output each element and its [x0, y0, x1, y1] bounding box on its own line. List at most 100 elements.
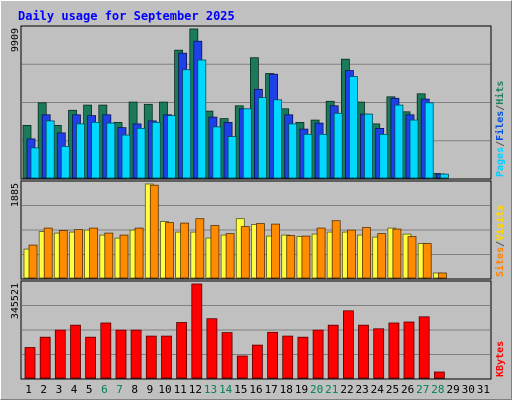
bar-pages-day-21 [333, 112, 343, 179]
day-label: 27 [416, 383, 429, 396]
day-label: 13 [204, 383, 217, 396]
day-label: 10 [158, 383, 171, 396]
day-label: 5 [86, 383, 93, 396]
bar-pages-day-23 [364, 113, 373, 179]
bar-sites-day-16 [255, 223, 265, 279]
bar-kbytes-day-10 [161, 335, 172, 379]
legend-entry: Hits [494, 81, 506, 105]
legend-entry: Sites [494, 247, 506, 277]
bar-pages-day-5 [91, 122, 100, 179]
bar-pages-day-6 [106, 122, 116, 179]
bar-sites-day-17 [271, 223, 281, 279]
bar-kbytes-day-22 [342, 310, 354, 379]
bar-kbytes-day-23 [358, 324, 369, 379]
bar-sites-day-15 [240, 226, 250, 279]
day-label: 2 [40, 383, 47, 396]
day-label: 19 [295, 383, 308, 396]
ymax-label: 9909 [10, 28, 21, 52]
bar-pages-day-8 [136, 127, 146, 179]
bar-kbytes-day-17 [267, 331, 279, 379]
bar-kbytes-day-6 [100, 322, 112, 379]
bar-pages-day-22 [348, 76, 358, 179]
day-label: 12 [189, 383, 202, 396]
day-label: 14 [219, 383, 233, 396]
bar-pages-day-4 [76, 123, 85, 179]
ymax-label: 345521 [10, 283, 21, 319]
day-label: 7 [116, 383, 123, 396]
day-label: 15 [234, 383, 247, 396]
bar-kbytes-day-3 [54, 329, 66, 379]
ymax-label: 1885 [10, 183, 21, 207]
legend-entry: Pages [495, 147, 506, 177]
legend-entry: KBytes [495, 341, 506, 377]
day-label: 24 [371, 383, 385, 396]
bar-kbytes-day-25 [388, 322, 400, 379]
bar-kbytes-day-18 [282, 335, 294, 379]
chart-title: Daily usage for September 2025 [18, 9, 235, 23]
legend-entry: Files [494, 111, 506, 141]
day-axis: 1 2 3 4 5 6 7 8 9 10 11 12 13 14 15 16 17 18 19 20 21 22 23 24 2… [25, 383, 490, 396]
bar-sites-day-26 [407, 236, 417, 279]
series-legend: Pages/Files/Hits [494, 81, 506, 177]
bar-sites-day-2 [43, 227, 53, 279]
bar-pages-day-20 [318, 133, 328, 179]
day-label: 18 [280, 383, 293, 396]
day-label: 20 [310, 383, 323, 396]
day-label: 1 [25, 383, 32, 396]
day-label: 28 [431, 383, 444, 396]
bar-kbytes-day-28 [433, 371, 445, 379]
bar-pages-day-15 [242, 108, 252, 179]
bar-sites-day-18 [286, 235, 296, 279]
series-legend: Sites/Visits [494, 205, 506, 277]
bar-kbytes-day-4 [70, 324, 81, 379]
bar-pages-day-2 [45, 120, 55, 179]
bar-pages-day-17 [273, 99, 283, 179]
day-label: 31 [477, 383, 490, 396]
bar-sites-day-14 [225, 233, 235, 279]
bar-sites-day-20 [316, 227, 326, 279]
legend-entry: / [495, 141, 506, 147]
bar-pages-day-14 [227, 136, 237, 179]
series-pages [30, 59, 449, 179]
day-label: 30 [462, 383, 475, 396]
bar-sites-day-19 [301, 235, 311, 279]
bar-pages-day-7 [121, 134, 131, 179]
series-legend: KBytes [495, 341, 506, 377]
bar-sites-day-24 [377, 233, 387, 279]
bar-sites-day-5 [89, 227, 98, 279]
panel-visits-sites: 1885 Sites/Visits [10, 180, 506, 280]
day-label: 22 [340, 383, 353, 396]
bar-pages-day-3 [60, 145, 70, 179]
bar-kbytes-day-19 [297, 336, 309, 379]
bar-sites-day-8 [134, 227, 144, 279]
day-label: 9 [147, 383, 154, 396]
bar-pages-day-13 [212, 126, 222, 179]
panel-kbytes: 345521 KBytes [10, 280, 506, 380]
bar-kbytes-day-16 [251, 344, 263, 379]
bar-sites-day-3 [58, 230, 68, 279]
bar-sites-day-11 [180, 222, 190, 279]
bar-sites-day-4 [74, 229, 83, 279]
bar-pages-day-16 [257, 97, 267, 179]
series-sites [28, 184, 447, 279]
bar-pages-day-1 [30, 147, 40, 179]
day-label: 3 [56, 383, 63, 396]
bar-pages-day-12 [197, 59, 207, 179]
bar-sites-day-21 [331, 220, 341, 279]
day-label: 23 [355, 383, 368, 396]
bar-pages-day-28 [439, 173, 449, 179]
bar-sites-day-12 [195, 218, 205, 279]
bar-kbytes-day-24 [373, 328, 385, 379]
bar-sites-day-7 [119, 234, 129, 279]
day-label: 8 [131, 383, 138, 396]
bar-kbytes-day-20 [312, 329, 324, 379]
bar-kbytes-day-12 [191, 283, 203, 379]
bar-sites-day-6 [104, 232, 114, 279]
bar-pages-day-19 [303, 133, 313, 179]
bar-sites-day-22 [346, 229, 356, 279]
bar-kbytes-day-1 [24, 347, 36, 379]
bar-sites-day-27 [422, 243, 432, 279]
series-kbytes [24, 283, 445, 379]
